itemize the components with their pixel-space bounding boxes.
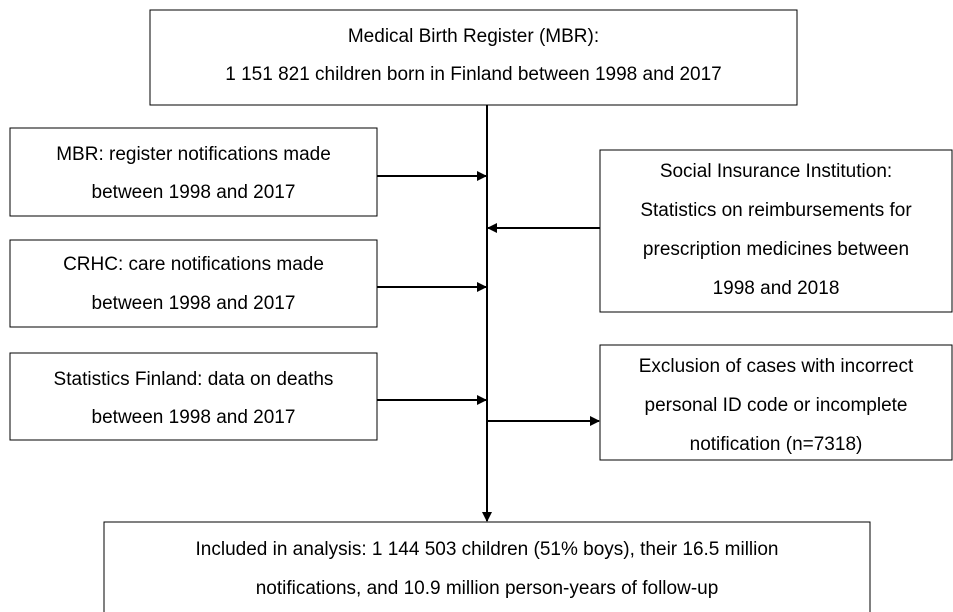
box-text: Medical Birth Register (MBR): [348,26,599,47]
box-text: CRHC: care notifications made [63,254,324,275]
box-text: MBR: register notifications made [56,144,331,165]
box-text: between 1998 and 2017 [92,182,296,203]
box-text: prescription medicines between [643,239,909,260]
box-text: Exclusion of cases with incorrect [639,356,914,377]
box [9,352,378,441]
box [599,344,953,461]
box-text: Statistics on reimbursements for [640,200,912,221]
box-text: notification (n=7318) [690,434,863,455]
box [103,521,871,612]
box-text: 1998 and 2018 [713,278,840,299]
box-text: Included in analysis: 1 144 503 children… [196,539,779,560]
connectors [377,105,600,522]
box-text: 1 151 821 children born in Finland betwe… [225,64,722,85]
box-text: Social Insurance Institution: [660,161,892,182]
box-text: between 1998 and 2017 [92,293,296,314]
box-text: Statistics Finland: data on deaths [54,369,334,390]
box-text: notifications, and 10.9 million person-y… [256,578,719,599]
box [599,149,953,313]
box-text: between 1998 and 2017 [92,407,296,428]
box [9,127,378,217]
box [149,9,798,106]
box [9,239,378,328]
boxes: Medical Birth Register (MBR): 1 151 821 c… [9,9,953,612]
box-text: personal ID code or incomplete [645,395,908,416]
